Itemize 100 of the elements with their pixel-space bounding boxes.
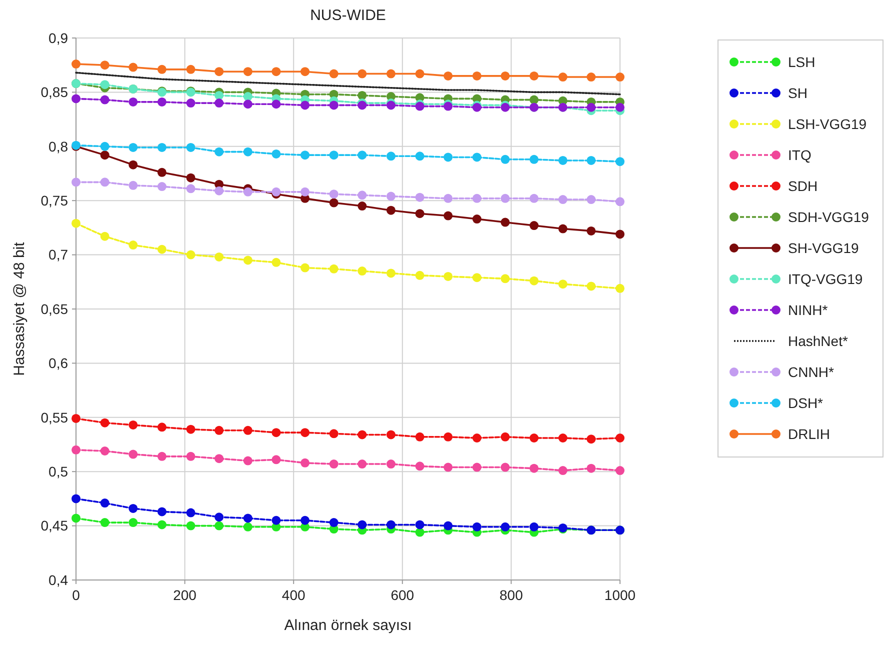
point	[243, 256, 252, 265]
point	[100, 518, 110, 528]
point	[300, 100, 310, 110]
point	[157, 520, 166, 530]
point	[415, 462, 424, 471]
point	[386, 520, 396, 530]
y-tick-label: 0,9	[48, 30, 68, 46]
y-tick-label: 0,4	[48, 572, 68, 588]
point	[558, 72, 568, 82]
point	[243, 187, 252, 196]
point	[186, 173, 196, 182]
point	[243, 67, 252, 76]
point	[586, 282, 596, 291]
point	[243, 100, 252, 109]
legend-label: HashNet*	[788, 332, 848, 349]
point	[329, 69, 338, 78]
point	[386, 460, 396, 469]
point	[214, 454, 224, 464]
point	[214, 252, 224, 262]
point	[386, 206, 396, 215]
legend-label: LSH-VGG19	[788, 116, 867, 132]
point	[444, 211, 453, 220]
point	[300, 150, 310, 160]
y-tick-label: 0,65	[40, 300, 68, 317]
point	[128, 160, 138, 170]
point	[100, 80, 110, 90]
point	[186, 508, 196, 518]
point	[500, 194, 510, 203]
point	[72, 94, 80, 104]
point	[329, 150, 338, 160]
point	[586, 195, 596, 204]
point	[243, 147, 252, 156]
y-tick-label: 0,45	[40, 518, 68, 534]
point	[530, 464, 539, 473]
point	[530, 194, 539, 203]
point	[358, 90, 367, 100]
point	[358, 460, 367, 469]
legend-label: ITQ	[788, 146, 812, 163]
legend-label: NINH*	[788, 302, 828, 318]
point	[472, 462, 482, 472]
point	[472, 214, 482, 224]
point	[558, 466, 568, 476]
point	[329, 429, 338, 438]
point	[558, 433, 568, 442]
point	[72, 494, 80, 504]
point	[272, 516, 281, 525]
x-tick-label: 600	[390, 587, 414, 603]
point	[272, 67, 281, 76]
point	[530, 221, 539, 230]
point	[472, 71, 482, 80]
point	[616, 197, 624, 206]
point	[214, 521, 224, 530]
point	[100, 95, 110, 104]
point	[329, 264, 338, 274]
point	[100, 232, 110, 241]
point	[415, 520, 424, 530]
point	[272, 149, 281, 158]
y-tick-label: 0,75	[40, 192, 68, 208]
point	[358, 69, 367, 78]
x-tick-label: 0	[72, 587, 80, 603]
point	[500, 432, 510, 442]
point	[415, 270, 424, 280]
point	[616, 157, 624, 166]
point	[586, 464, 596, 473]
point	[157, 97, 166, 106]
point	[530, 522, 539, 532]
legend-label: SH	[788, 84, 808, 101]
point	[415, 528, 424, 537]
legend-label: ITQ-VGG19	[788, 270, 863, 287]
point	[530, 433, 539, 442]
point	[100, 498, 110, 508]
point	[358, 202, 367, 211]
point	[272, 100, 281, 109]
point	[100, 60, 110, 70]
legend-label: CNNH*	[788, 364, 834, 380]
point	[586, 226, 596, 236]
point	[530, 276, 539, 286]
point	[358, 150, 367, 160]
point	[415, 152, 424, 161]
point	[558, 195, 568, 204]
point	[444, 272, 453, 281]
point	[358, 266, 367, 276]
point	[616, 230, 624, 239]
point	[329, 190, 338, 199]
point	[616, 466, 624, 476]
point	[472, 194, 482, 203]
point	[186, 184, 196, 194]
point	[415, 209, 424, 218]
point	[500, 274, 510, 284]
point	[100, 446, 110, 456]
point	[558, 156, 568, 165]
point	[214, 147, 224, 156]
point	[128, 420, 138, 430]
point	[358, 430, 367, 440]
point	[243, 522, 252, 532]
point	[157, 507, 166, 516]
point	[72, 414, 80, 423]
point	[500, 522, 510, 532]
legend-label: SDH-VGG19	[788, 208, 870, 225]
point	[157, 452, 166, 461]
